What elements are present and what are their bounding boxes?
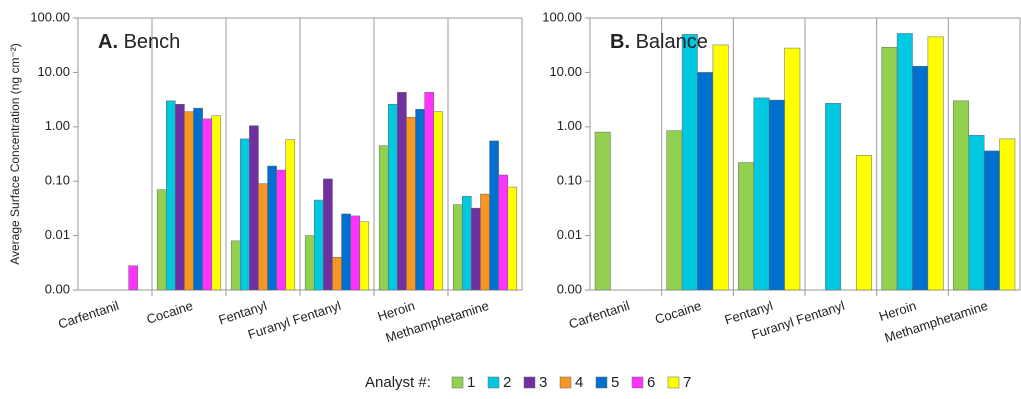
bar	[230, 240, 241, 291]
bar	[953, 100, 970, 291]
bar	[193, 107, 203, 291]
y-tick-label: 0.00	[45, 281, 70, 296]
legend-swatch	[667, 376, 680, 389]
bar	[927, 36, 944, 291]
panel-title: A. Bench	[98, 31, 180, 53]
bar	[983, 150, 1000, 291]
y-tick-label: 0.01	[557, 227, 582, 242]
bar	[912, 65, 929, 291]
bar	[359, 221, 370, 291]
x-tick-label: Cocaine	[145, 298, 195, 327]
y-tick-label: 1.00	[557, 118, 582, 133]
panel-name: Bench	[124, 31, 181, 53]
bar	[489, 140, 499, 291]
y-axis-label: Average Surface Concentration (ng cm⁻²)	[8, 43, 22, 265]
bar	[258, 183, 268, 291]
y-tick-label: 10.00	[549, 64, 582, 79]
legend-swatch	[451, 376, 464, 389]
legend-label: 1	[467, 374, 475, 391]
bar	[285, 139, 296, 291]
bar	[768, 99, 785, 291]
bar	[825, 103, 842, 291]
bar	[276, 169, 286, 291]
bar	[249, 125, 259, 291]
bar	[397, 92, 407, 291]
legend-label: 3	[539, 374, 547, 391]
x-tick-label: Heroin	[877, 298, 918, 324]
legend-label: 2	[503, 374, 511, 391]
bar	[999, 138, 1016, 291]
y-tick-label: 10.00	[37, 64, 70, 79]
bar	[166, 100, 176, 291]
legend-title: Analyst #:	[365, 374, 431, 391]
x-tick-label: Carfentanil	[567, 298, 632, 332]
bar	[507, 186, 518, 291]
bar	[480, 193, 490, 291]
legend-label: 5	[611, 374, 619, 391]
legend-label: 7	[683, 374, 691, 391]
bar	[341, 213, 351, 291]
panel-title: B. Balance	[610, 31, 708, 53]
legend-label: 4	[575, 374, 583, 391]
bar	[697, 72, 714, 291]
bar	[184, 111, 194, 291]
bar	[378, 145, 389, 291]
bar	[462, 195, 472, 291]
bar	[594, 131, 611, 291]
bar	[388, 103, 398, 291]
panel-label: B.	[610, 31, 630, 53]
y-tick-label: 1.00	[45, 118, 70, 133]
legend-swatch	[631, 376, 644, 389]
bar	[314, 199, 324, 291]
y-tick-label: 0.00	[557, 281, 582, 296]
legend-swatch	[523, 376, 536, 389]
x-tick-label: Carfentanil	[56, 298, 121, 332]
y-tick-label: 0.10	[45, 173, 70, 188]
bar	[267, 165, 277, 291]
bar	[681, 34, 698, 291]
panel-name: Balance	[636, 31, 708, 53]
bar	[415, 109, 425, 291]
bar	[406, 116, 416, 291]
legend-swatch	[559, 376, 572, 389]
x-tick-label: Cocaine	[653, 298, 703, 327]
bar	[350, 215, 360, 291]
bar	[968, 134, 985, 291]
bar	[712, 44, 729, 291]
bar	[240, 138, 250, 291]
legend-label: 6	[647, 374, 655, 391]
bar	[175, 103, 185, 291]
legend-swatch	[487, 376, 500, 389]
bar	[332, 256, 342, 291]
bar	[128, 265, 138, 291]
bar	[738, 162, 755, 291]
bar	[304, 235, 315, 291]
bar	[753, 97, 770, 291]
bar	[202, 118, 212, 291]
bar	[666, 130, 683, 291]
bar	[498, 174, 508, 291]
bar	[323, 178, 333, 291]
bar	[881, 46, 898, 291]
bar	[452, 204, 463, 291]
bar	[471, 207, 481, 291]
bar	[424, 92, 434, 291]
y-tick-label: 0.01	[45, 227, 70, 242]
panel-label: A.	[98, 31, 118, 53]
bar	[784, 47, 801, 291]
y-tick-label: 0.10	[557, 173, 582, 188]
legend-swatch	[595, 376, 608, 389]
bar	[211, 115, 222, 291]
y-tick-label: 100.00	[30, 9, 70, 24]
x-tick-label: Heroin	[376, 298, 417, 324]
bar	[855, 154, 872, 291]
bar	[156, 189, 167, 291]
y-tick-label: 100.00	[542, 9, 582, 24]
bar	[433, 111, 444, 291]
bar	[896, 33, 913, 291]
